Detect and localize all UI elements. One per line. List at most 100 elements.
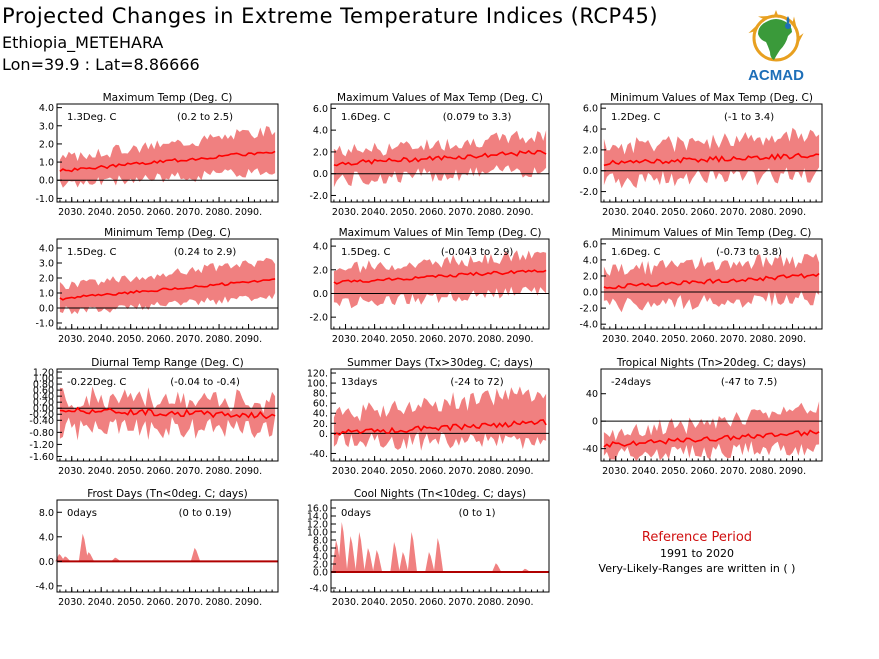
x-tick-label: 2080.: [205, 334, 232, 345]
spike-mark: [372, 550, 383, 572]
panel-title: Summer Days (Tx>30deg. C; days): [347, 357, 533, 369]
y-tick-label: 2.0: [313, 560, 328, 571]
mean-line: [603, 272, 820, 290]
y-tick-label: 1.20: [33, 368, 54, 379]
x-tick-label: 2030.: [58, 597, 85, 608]
plot-frame: [330, 103, 550, 203]
x-tick-label: 2050.: [117, 466, 144, 477]
panel-title: Tropical Nights (Tn>20deg. C; days): [616, 357, 806, 369]
x-tick-label: 2050.: [117, 207, 144, 218]
reference-period-years: 1991 to 2020: [659, 547, 735, 560]
y-tick-label: 1.0: [39, 289, 54, 300]
x-tick-label: 2090.: [779, 207, 806, 218]
y-tick-label: 0.0: [583, 288, 598, 299]
x-tick-label: 2080.: [477, 334, 504, 345]
x-tick-label: 2060.: [691, 334, 718, 345]
y-tick-label: 0.20: [33, 398, 54, 409]
y-tick-label: 12.0: [307, 520, 328, 531]
x-tick-label: 2080.: [749, 334, 776, 345]
x-tick-label: 2040.: [632, 466, 659, 477]
x-tick-label: 2050.: [390, 207, 417, 218]
y-tick-label: 4.0: [313, 552, 328, 563]
x-tick-label: 2090.: [506, 597, 533, 608]
y-tick-label: -0.80: [29, 428, 54, 439]
x-tick-label: 2090.: [235, 466, 262, 477]
mean-change-label: 1.5Deg. C: [67, 247, 116, 258]
x-tick-label: 2070.: [176, 597, 203, 608]
x-tick-label: 2060.: [147, 597, 174, 608]
panel-title: Maximum Temp (Deg. C): [103, 92, 233, 104]
y-tick-label: -1.60: [29, 452, 54, 463]
y-tick-label: 2.0: [583, 271, 598, 282]
spike-mark: [492, 563, 502, 572]
x-tick-label: 2080.: [205, 207, 232, 218]
y-tick-label: 1.0: [39, 158, 54, 169]
x-tick-label: 2040.: [88, 466, 115, 477]
spike-mark: [346, 536, 356, 572]
x-tick-label: 2080.: [205, 466, 232, 477]
chart-panel-5: -4.0 -2.0 0.0 2.0 4.0 6.0 2030. 2040. 2050. 2060.…: [579, 227, 823, 345]
spike-mark: [61, 556, 71, 562]
plot-frame: [600, 238, 823, 330]
likely-range-label: (-47 to 7.5): [721, 377, 778, 388]
x-tick-label: 2080.: [205, 597, 232, 608]
x-tick-label: 2090.: [506, 207, 533, 218]
mean-change-label: 1.3Deg. C: [67, 112, 116, 123]
x-tick-label: 2080.: [477, 466, 504, 477]
x-tick-label: 2080.: [749, 466, 776, 477]
panel-title: Frost Days (Tn<0deg. C; days): [87, 488, 247, 500]
spike-mark: [390, 542, 400, 572]
spike-mark: [55, 553, 65, 562]
x-tick-label: 2040.: [361, 597, 388, 608]
reference-period-label: Reference Period: [641, 530, 753, 545]
spike-mark: [355, 532, 365, 572]
x-tick-label: 2090.: [779, 334, 806, 345]
x-tick-label: 2060.: [419, 466, 446, 477]
likely-range-label: (0.2 to 2.5): [177, 112, 233, 123]
x-tick-label: 2030.: [58, 334, 85, 345]
x-tick-label: 2060.: [419, 334, 446, 345]
panel-title: Maximum Values of Max Temp (Deg. C): [337, 92, 543, 104]
mean-line: [333, 269, 547, 285]
y-tick-label: -1.20: [29, 440, 54, 451]
likely-range-label: (-0.73 to 3.8): [716, 247, 782, 258]
x-tick-label: 2070.: [448, 207, 475, 218]
y-tick-label: 10.0: [307, 528, 328, 539]
x-tick-label: 2040.: [361, 207, 388, 218]
y-tick-label: -4.0: [35, 581, 54, 592]
x-tick-label: 2040.: [88, 597, 115, 608]
y-tick-label: -2.0: [309, 313, 328, 324]
y-tick-label: 100.: [307, 379, 328, 390]
y-tick-label: 4.0: [39, 244, 54, 255]
spike-mark: [84, 552, 95, 562]
chart-panel-10: -4.0 0.02.04.06.08.010.012.014.016.0 2030.…: [307, 488, 550, 608]
y-tick-label: 3.0: [39, 121, 54, 132]
y-tick-label: -0.40: [29, 416, 54, 427]
likely-range-label: (-0.043 to 2.9): [441, 247, 513, 258]
y-tick-label: 0.0: [313, 289, 328, 300]
y-tick-label: 0.80: [33, 380, 54, 391]
y-tick-label: 6.0: [583, 239, 598, 250]
mean-line: [603, 152, 820, 167]
mean-change-label: 13days: [341, 377, 377, 388]
mean-change-label: -0.22Deg. C: [67, 377, 126, 388]
y-tick-label: -1.0: [35, 194, 54, 205]
panel-title: Minimum Temp (Deg. C): [104, 227, 231, 239]
y-tick-label: 4.0: [39, 103, 54, 114]
x-tick-label: 2040.: [88, 334, 115, 345]
spike-mark: [433, 538, 444, 572]
panel-title: Cool Nights (Tn<10deg. C; days): [354, 488, 526, 500]
range-band: [59, 126, 276, 188]
x-tick-label: 2070.: [720, 466, 747, 477]
coordinates-label: Lon=39.9 : Lat=8.86666: [2, 55, 200, 74]
x-tick-label: 2040.: [361, 466, 388, 477]
spike-mark: [425, 552, 435, 572]
y-tick-label: -1.0: [35, 319, 54, 330]
x-tick-label: 2060.: [691, 207, 718, 218]
x-tick-label: 2030.: [332, 597, 359, 608]
y-tick-label: -40.: [309, 449, 328, 460]
x-tick-label: 2050.: [661, 207, 688, 218]
